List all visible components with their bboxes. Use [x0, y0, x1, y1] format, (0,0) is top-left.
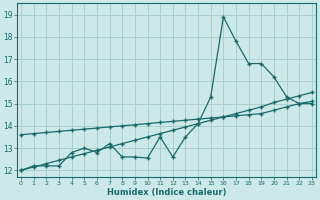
X-axis label: Humidex (Indice chaleur): Humidex (Indice chaleur) [107, 188, 226, 197]
